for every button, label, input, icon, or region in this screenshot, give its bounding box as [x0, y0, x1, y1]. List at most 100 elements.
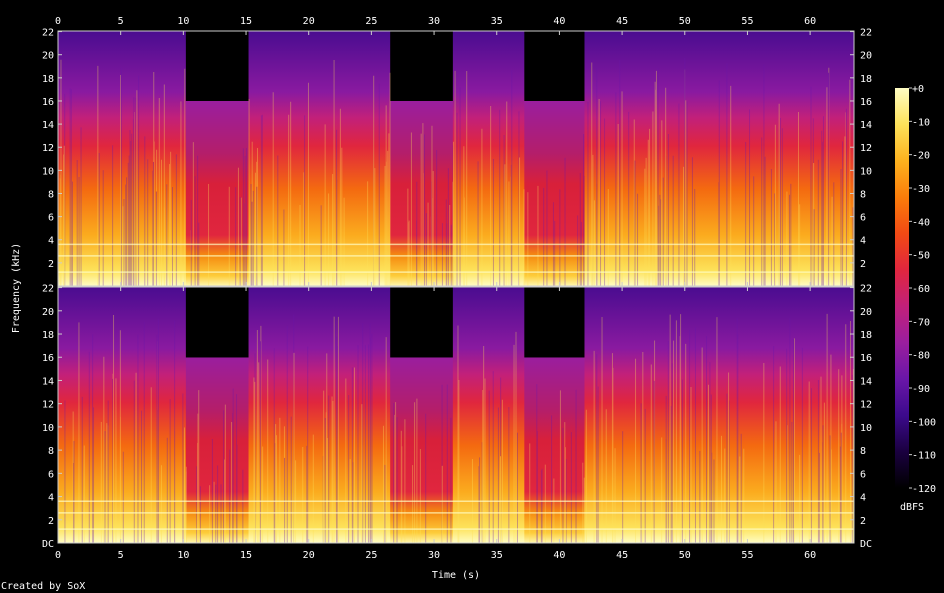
colorbar-tick-label: -70 [912, 317, 930, 328]
x-tick-label: 10 [177, 16, 189, 27]
y-tick-label-right: 12 [860, 143, 872, 154]
colorbar-tick-label: -60 [912, 284, 930, 295]
y-axis-label: Frequency (kHz) [11, 243, 22, 333]
channel-1-spectrogram [57, 31, 855, 286]
y-tick-label-left: 18 [42, 74, 54, 85]
spectrogram-segment [584, 287, 855, 543]
colorbar-label: dBFS [900, 502, 924, 513]
y-tick-label-right: 22 [860, 284, 872, 295]
y-tick-label-right: 10 [860, 423, 872, 434]
spectrogram-segment [390, 287, 454, 543]
x-tick-label: 30 [428, 550, 440, 561]
x-tick-label: 60 [804, 550, 816, 561]
spectrogram-segment [58, 31, 187, 286]
colorbar-tick-label: -80 [912, 351, 930, 362]
y-tick-label-right: 22 [860, 28, 872, 39]
x-tick-label: 45 [616, 550, 628, 561]
x-tick-label: 25 [365, 550, 377, 561]
colorbar-tick-label: -40 [912, 217, 930, 228]
y-tick-label-left: 20 [42, 51, 54, 62]
y-tick-label-right: 4 [860, 493, 866, 504]
y-tick-label-left: 2 [48, 259, 54, 270]
channel-2-frame [57, 286, 855, 544]
colorbar-tick-label: -50 [912, 251, 930, 262]
channel-1-frame [57, 30, 855, 287]
y-tick-label-left: 22 [42, 284, 54, 295]
colorbar-tick-label: -20 [912, 151, 930, 162]
x-axis-bottom: 0 5 10 15 20 25 30 35 40 45 50 55 60 [55, 287, 816, 561]
colorbar-tick-label: -30 [912, 184, 930, 195]
spectrogram-segment [58, 287, 187, 543]
spectrogram-segment [584, 31, 855, 286]
y-tick-label-right: 14 [860, 120, 872, 131]
spectrogram-segment [248, 31, 391, 286]
colorbar-tick-label: -10 [912, 117, 930, 128]
credit-label: Created by SoX [1, 581, 85, 592]
x-tick-label: 20 [303, 550, 315, 561]
spectrogram-segment [452, 287, 525, 543]
x-tick-label: 15 [240, 16, 252, 27]
colorbar-tick-label: -110 [912, 451, 936, 462]
spectrogram-segment [185, 287, 250, 543]
x-tick-label: 40 [553, 550, 565, 561]
x-tick-label: 15 [240, 550, 252, 561]
x-tick-label: 60 [804, 16, 816, 27]
x-axis-label: Time (s) [432, 570, 480, 581]
x-tick-label: 35 [491, 550, 503, 561]
y-tick-label-left: 14 [42, 376, 54, 387]
spectrogram-segment [452, 31, 525, 286]
x-tick-label: 25 [365, 16, 377, 27]
y-tick-label-right: 18 [860, 330, 872, 341]
x-tick-label: 55 [741, 16, 753, 27]
y-tick-label-right: 18 [860, 74, 872, 85]
colorbar-tick-label: -90 [912, 384, 930, 395]
x-tick-label: 30 [428, 16, 440, 27]
y-tick-label-left: 8 [48, 446, 54, 457]
spectrogram-texture [64, 313, 854, 543]
y-tick-label-right: 6 [860, 469, 866, 480]
y-tick-label-left: 20 [42, 307, 54, 318]
spectrogram-segment [390, 31, 454, 286]
spectrogram-segment [524, 31, 585, 286]
colorbar [895, 88, 909, 488]
colorbar-ticks: +0 -10 -20 -30 -40 -50 -60 -70 -80 -90 -100 -110 -12… [909, 84, 936, 495]
spectrogram-segment [524, 287, 585, 543]
colorbar-tick-label: -120 [912, 484, 936, 495]
x-axis-top: 0 5 10 15 20 25 30 35 40 45 50 55 60 [55, 16, 816, 286]
y-tick-label-left: 12 [42, 400, 54, 411]
y-tick-label-left: 8 [48, 189, 54, 200]
y-tick-label-left: 2 [48, 516, 54, 527]
x-tick-label: 5 [118, 550, 124, 561]
y-tick-label-left: 14 [42, 120, 54, 131]
y-tick-label-left: 10 [42, 166, 54, 177]
x-tick-label: 55 [741, 550, 753, 561]
y-tick-label-left: 12 [42, 143, 54, 154]
colorbar-tick-label: -100 [912, 417, 936, 428]
y-tick-label-right: DC [860, 539, 872, 550]
y-tick-label-right: 8 [860, 189, 866, 200]
x-tick-label: 0 [55, 550, 61, 561]
y-tick-label-left: 16 [42, 353, 54, 364]
y-tick-label-left: 4 [48, 236, 54, 247]
x-tick-label: 40 [553, 16, 565, 27]
spectrogram-segment [248, 287, 391, 543]
y-tick-label-right: 10 [860, 166, 872, 177]
y-tick-label-right: 16 [860, 353, 872, 364]
x-tick-label: 35 [491, 16, 503, 27]
channel-2-spectrogram [58, 287, 855, 543]
y-tick-label-left: 4 [48, 493, 54, 504]
x-tick-label: 50 [679, 16, 691, 27]
x-tick-label: 45 [616, 16, 628, 27]
y-tick-label-right: 4 [860, 236, 866, 247]
x-tick-label: 0 [55, 16, 61, 27]
y-tick-label-left: 10 [42, 423, 54, 434]
y-tick-label-right: 8 [860, 446, 866, 457]
y-tick-label-left: 6 [48, 213, 54, 224]
x-tick-label: 10 [177, 550, 189, 561]
x-tick-label: 5 [118, 16, 124, 27]
y-tick-label-right: 12 [860, 400, 872, 411]
y-tick-label-left: 18 [42, 330, 54, 341]
y-tick-label-left: 6 [48, 469, 54, 480]
x-tick-label: 50 [679, 550, 691, 561]
